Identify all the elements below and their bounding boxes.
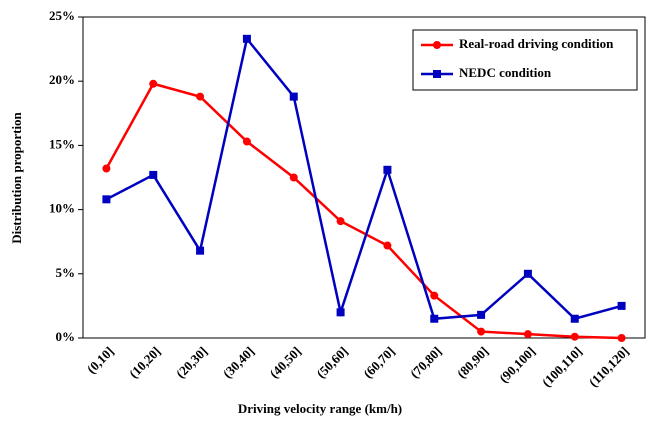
data-point	[383, 165, 392, 174]
plot-frame	[82, 16, 646, 339]
data-point	[523, 330, 532, 339]
x-tick-label: (0,10]	[84, 344, 117, 377]
data-point	[149, 170, 158, 179]
x-tick-label: (30,40]	[220, 344, 257, 381]
data-point	[336, 308, 345, 317]
legend-marker	[433, 41, 441, 49]
data-point	[617, 334, 626, 342]
x-tick-label: (60,70]	[360, 344, 397, 381]
data-point	[430, 314, 439, 323]
data-point	[196, 246, 205, 255]
data-point	[570, 314, 579, 323]
data-point	[196, 92, 205, 101]
series-line	[105, 36, 622, 321]
y-tick-label: 20%	[49, 72, 75, 87]
legend-label: Real-road driving condition	[459, 36, 614, 51]
series-line	[105, 82, 622, 340]
y-axis-title: Distribution proportion	[9, 111, 24, 243]
y-tick-label: 25%	[49, 8, 75, 23]
data-point	[149, 79, 158, 88]
data-point	[430, 291, 439, 300]
x-tick-label: (110,120]	[586, 344, 632, 390]
x-tick-label: (90,100]	[496, 344, 538, 386]
y-tick-label: 5%	[56, 265, 76, 280]
data-point	[336, 217, 345, 226]
data-point	[102, 164, 111, 173]
data-point	[242, 137, 251, 146]
data-point	[570, 332, 579, 341]
data-point	[242, 34, 251, 43]
legend-box	[412, 29, 638, 91]
x-tick-label: (100,110]	[539, 344, 585, 390]
data-point	[289, 92, 298, 101]
data-point	[617, 301, 626, 310]
data-point	[102, 195, 111, 204]
data-point	[383, 241, 392, 250]
x-tick-label: (40,50]	[267, 344, 304, 381]
y-tick-label: 10%	[49, 201, 75, 216]
x-tick-label: (50,60]	[313, 344, 350, 381]
legend-marker	[433, 70, 441, 78]
x-tick-label: (20,30]	[173, 344, 210, 381]
y-tick-label: 15%	[49, 136, 75, 151]
x-axis-title: Driving velocity range (km/h)	[238, 401, 402, 416]
data-point	[289, 173, 298, 182]
data-point	[523, 269, 532, 278]
data-point	[477, 310, 486, 319]
data-point	[477, 327, 486, 336]
x-tick-label: (70,80]	[407, 344, 444, 381]
x-tick-label: (10,20]	[126, 344, 163, 381]
legend-label: NEDC condition	[459, 65, 552, 80]
y-tick-label: 0%	[56, 329, 76, 344]
x-tick-label: (80,90]	[454, 344, 491, 381]
